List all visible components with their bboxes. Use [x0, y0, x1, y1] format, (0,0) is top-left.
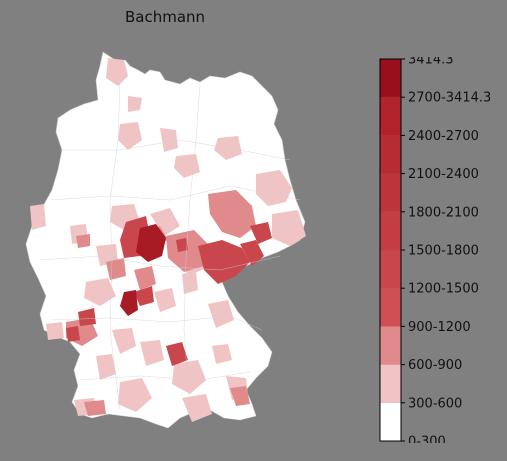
colorbar-segment: [380, 135, 401, 174]
colorbar-legend: 0-300 300-600 600-900 900-1200 1200-1500 1500…: [379, 57, 491, 444]
colorbar-tick-label: 1800-2100: [408, 205, 479, 220]
germany-choropleth-map: [25, 51, 306, 429]
colorbar-segment: [380, 364, 401, 403]
colorbar-tick-label: 3414.3: [408, 57, 454, 68]
regions-300-600: [30, 58, 306, 422]
colorbar-segment: [380, 173, 401, 212]
colorbar-tick-label: 2400-2700: [408, 129, 479, 144]
colorbar-segment: [380, 59, 401, 98]
colorbar-segment: [380, 288, 401, 327]
colorbar-tick-label: 2700-3414.3: [408, 91, 491, 106]
colorbar-tick-label: 900-1200: [408, 320, 471, 335]
colorbar-segment: [380, 211, 401, 250]
regions-2700-plus: [120, 224, 166, 316]
colorbar-segment: [380, 326, 401, 365]
colorbar-tick-label: 0-300: [408, 435, 446, 444]
colorbar-tick-label: 1200-1500: [408, 282, 479, 297]
map-title: Bachmann: [124, 8, 206, 26]
colorbar-segment: [380, 250, 401, 289]
colorbar-tick-label: 2100-2400: [408, 167, 479, 182]
colorbar-segment: [380, 97, 401, 136]
colorbar-segment: [380, 402, 401, 441]
district-borders: [39, 79, 301, 413]
colorbar-tick-label: 300-600: [408, 396, 462, 411]
colorbar-tick-label: 1500-1800: [408, 244, 479, 259]
colorbar-tick-label: 600-900: [408, 358, 462, 373]
